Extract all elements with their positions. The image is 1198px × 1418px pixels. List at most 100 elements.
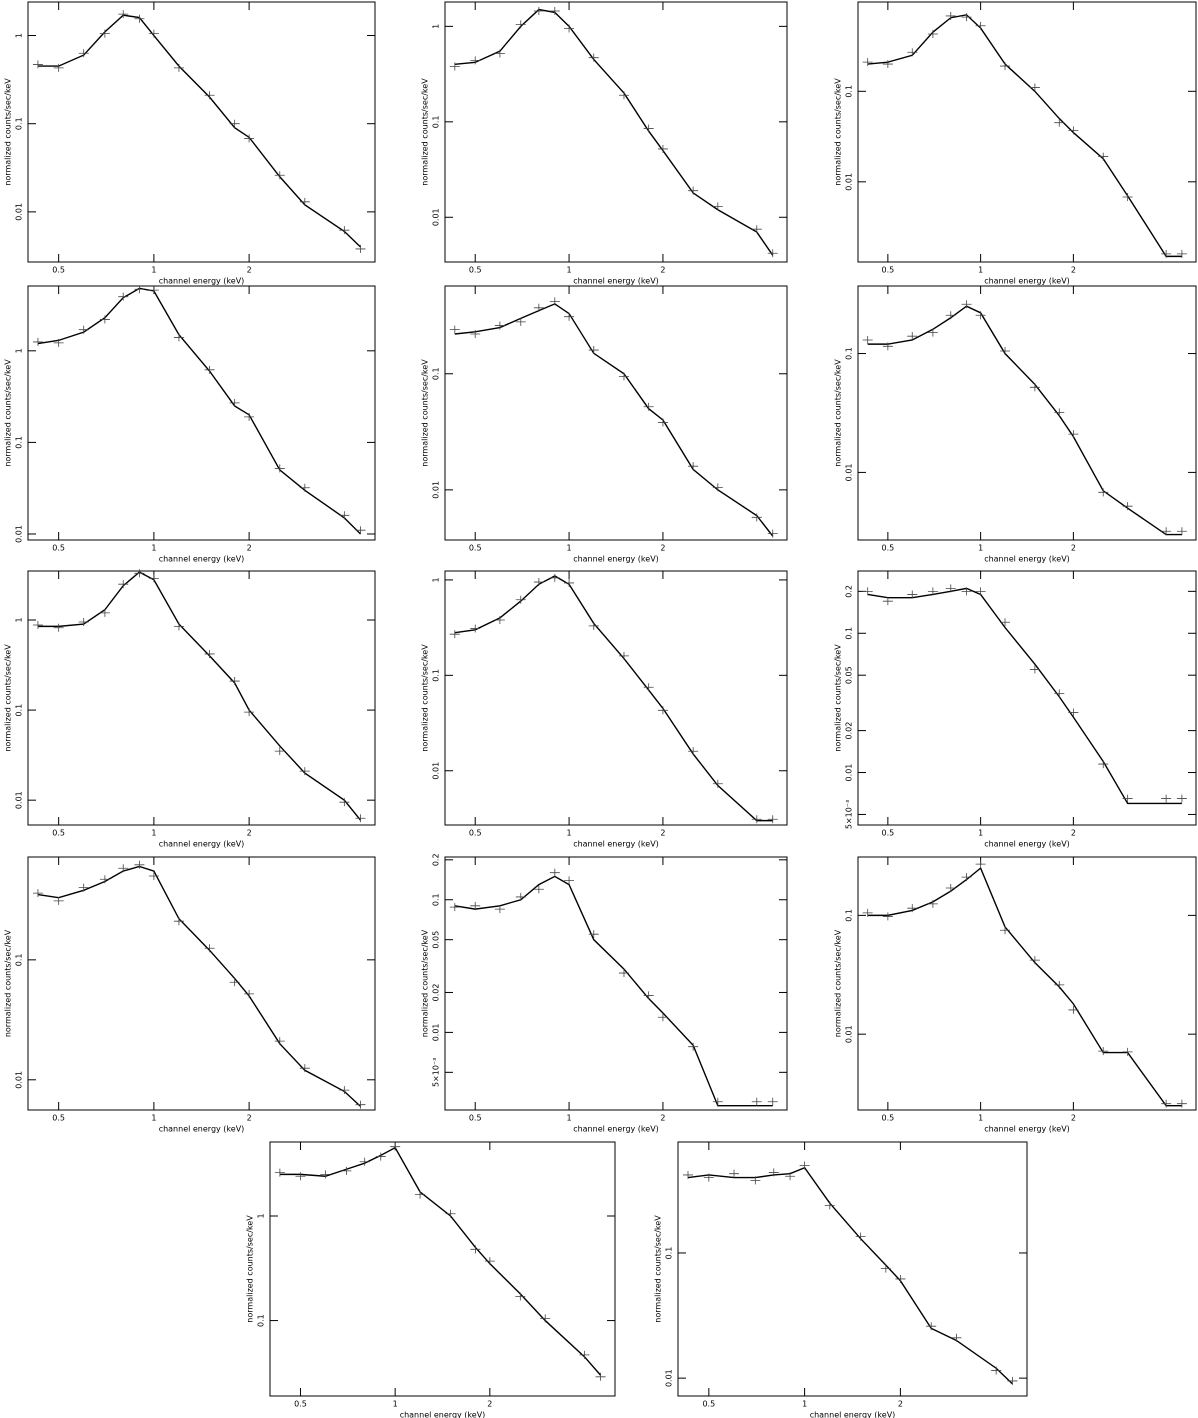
data-point [53, 623, 64, 632]
data-point [799, 1161, 810, 1170]
plot-frame [677, 1141, 1028, 1397]
x-tick-label: 0.5 [469, 829, 482, 838]
model-line [454, 875, 773, 1107]
data-point [785, 1172, 796, 1181]
y-axis-label: normalized counts/sec/keV [4, 359, 13, 467]
model-line [37, 865, 362, 1107]
panel: 0.5 1 2 0.01 0.1 channel energy (keV) normaliz… [834, 285, 1197, 564]
data-point [1068, 1005, 1079, 1014]
data-point [173, 333, 184, 342]
data-point [173, 622, 184, 631]
x-tick-label: 2 [660, 544, 665, 553]
data-point [657, 706, 668, 715]
data-point [1122, 794, 1133, 803]
data-point [484, 1257, 495, 1266]
y-tick-label: 1 [15, 348, 24, 353]
data-point [274, 464, 285, 473]
data-point [751, 225, 762, 234]
data-point [882, 60, 893, 69]
data-point [1068, 126, 1079, 135]
data-point [927, 899, 938, 908]
data-point [688, 747, 699, 756]
data-point [173, 917, 184, 926]
data-point [244, 412, 255, 421]
x-tick-label: 2 [1071, 544, 1076, 553]
data-point [99, 29, 110, 38]
plot-frame [857, 570, 1197, 826]
data-point [32, 621, 43, 630]
data-point [643, 124, 654, 133]
data-point [882, 342, 893, 351]
plot-frame [857, 856, 1197, 1111]
data-point [926, 1322, 937, 1331]
data-point [1122, 502, 1133, 511]
plot-frame [444, 1, 788, 263]
data-point [564, 312, 575, 321]
data-point [564, 24, 575, 33]
data-point [1054, 980, 1065, 989]
data-point [148, 29, 159, 38]
data-point [862, 587, 873, 596]
data-point [339, 226, 350, 235]
data-point [767, 1097, 778, 1106]
data-point [118, 580, 129, 589]
data-point [712, 1097, 723, 1106]
data-point [682, 1170, 693, 1179]
x-tick-label: 2 [1071, 829, 1076, 838]
data-point [229, 978, 240, 987]
data-point [657, 418, 668, 427]
y-axis-label: normalized counts/sec/keV [246, 1215, 255, 1323]
data-point [1000, 347, 1011, 356]
x-tick-label: 0.5 [294, 1400, 307, 1409]
data-point [320, 1170, 331, 1179]
y-tick-label: 5×10⁻³ [432, 1058, 441, 1087]
data-point [618, 969, 629, 978]
data-point [359, 1157, 370, 1166]
data-point [1029, 83, 1040, 92]
x-axis-label: channel energy (keV) [984, 277, 1070, 286]
y-tick-label: 0.01 [845, 464, 854, 482]
data-point [494, 616, 505, 625]
data-point [882, 597, 893, 606]
y-tick-label: 0.01 [15, 525, 24, 543]
x-tick-label: 2 [660, 829, 665, 838]
data-point [118, 10, 129, 19]
data-point [618, 91, 629, 100]
data-point [355, 244, 366, 253]
y-tick-label: 0.01 [845, 173, 854, 191]
data-point [750, 1176, 761, 1185]
data-point [1054, 408, 1065, 417]
model-line [867, 866, 1182, 1107]
x-tick-label: 2 [247, 266, 252, 275]
data-point [445, 1209, 456, 1218]
data-point [927, 29, 938, 38]
data-point [767, 249, 778, 258]
data-point [1176, 794, 1187, 803]
data-point [173, 63, 184, 72]
data-point [533, 578, 544, 587]
y-tick-label: 0.05 [432, 931, 441, 949]
model-line [687, 1166, 1013, 1385]
data-point [688, 186, 699, 195]
data-point [588, 621, 599, 630]
data-point [148, 574, 159, 583]
plot-frame [444, 285, 788, 541]
data-point [32, 60, 43, 69]
data-point [449, 630, 460, 639]
data-point [643, 402, 654, 411]
model-line [37, 571, 362, 821]
data-point [53, 896, 64, 905]
model-line [37, 287, 362, 535]
y-tick-label: 0.1 [845, 347, 854, 360]
data-point [390, 1142, 401, 1151]
y-axis-label: normalized counts/sec/keV [421, 929, 430, 1037]
data-point [945, 311, 956, 320]
y-tick-label: 0.2 [432, 853, 441, 866]
x-axis-label: channel energy (keV) [400, 1411, 486, 1418]
data-point [643, 683, 654, 692]
x-tick-label: 1 [151, 829, 156, 838]
y-tick-label: 0.02 [845, 722, 854, 740]
y-axis-label: normalized counts/sec/keV [4, 929, 13, 1037]
data-point [299, 197, 310, 206]
data-point [927, 587, 938, 596]
